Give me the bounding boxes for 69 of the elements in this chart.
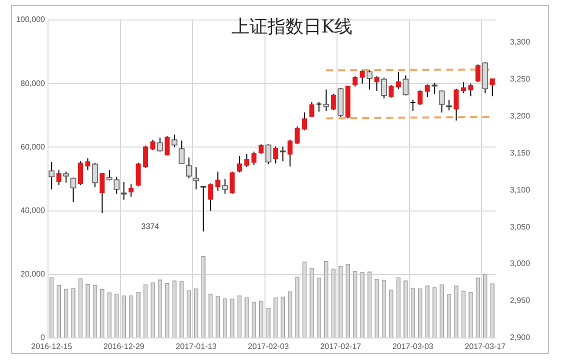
candlestick: [150, 139, 156, 151]
candlestick: [446, 99, 452, 111]
y2-tick-label: 3,200: [510, 111, 531, 120]
annotation: 3374: [141, 222, 160, 231]
y2-tick-label: 2,950: [510, 296, 531, 306]
y-tick-label: 20,000: [20, 270, 46, 279]
candlestick: [374, 76, 380, 92]
candlestick: [438, 90, 445, 113]
candlestick: [294, 126, 300, 145]
y-tick-label: 60,000: [20, 142, 46, 152]
y2-tick-label: 3,150: [510, 148, 531, 158]
candlestick: [244, 153, 250, 168]
y-tick-label: 100,000: [16, 15, 46, 24]
y2-tick-label: 3,100: [510, 185, 531, 194]
candlestick: [92, 162, 98, 188]
candlestick: [396, 71, 401, 90]
candlestick: [56, 170, 62, 186]
x-tick-label: 2017-03-03: [392, 342, 434, 352]
x-tick-label: 2017-02-03: [248, 342, 290, 352]
candlestick: [468, 83, 474, 97]
x-tick-label: 2017-03-17: [464, 342, 506, 352]
chart-title: 上证指数日K线: [231, 16, 353, 38]
candlestick: [230, 171, 235, 194]
y-tick-label: 40,000: [20, 206, 46, 216]
candlestick: [200, 186, 206, 232]
x-tick-label: 2017-01-13: [176, 342, 218, 352]
x-tick-label: 2016-12-15: [31, 342, 73, 352]
candlestick: [280, 146, 286, 162]
candlestick: [273, 146, 278, 164]
candlestick: [460, 82, 466, 94]
x-tick-label: 2017-02-17: [320, 342, 362, 352]
candlestick: [63, 171, 69, 184]
candlestick: [454, 88, 459, 122]
candlestick: [100, 172, 105, 214]
x-tick-label: 2016-12-29: [103, 342, 145, 352]
candlestick: [410, 99, 416, 112]
candlestick: [70, 177, 76, 202]
candlestick: [316, 102, 322, 112]
y2-tick-label: 3,050: [510, 222, 531, 232]
candlestick: [352, 76, 358, 88]
candlestick: [309, 102, 314, 118]
candlestick: [164, 136, 170, 156]
candlestick: [360, 70, 365, 84]
candlestick: [288, 139, 293, 167]
y-tick-label: 80,000: [20, 78, 46, 88]
y2-tick-label: 3,000: [510, 259, 531, 268]
candlestick: [215, 171, 220, 192]
candlestick: [330, 93, 336, 111]
candlestick: [490, 78, 495, 97]
candlestick: [251, 151, 256, 166]
candlestick: [128, 184, 134, 198]
candlestick: [418, 90, 423, 106]
candlestick: [78, 160, 84, 186]
candlestick: [475, 64, 480, 83]
y-tick-label: 0: [40, 333, 46, 342]
y2-tick-label: 2,900: [510, 333, 531, 342]
candlestick: [236, 156, 242, 173]
candlestick: [143, 145, 148, 168]
candlestick: [302, 112, 308, 131]
candlestick: [85, 158, 90, 171]
candlestick: [432, 82, 438, 94]
candlestick: [136, 162, 141, 187]
y2-tick-label: 3,300: [510, 37, 531, 46]
candlestick: [388, 84, 394, 98]
y2-tick-label: 3,250: [510, 74, 531, 84]
candlestick: [222, 178, 228, 194]
candlestick: [323, 89, 330, 112]
candlestick: [120, 181, 127, 200]
candlestick: [258, 144, 264, 154]
